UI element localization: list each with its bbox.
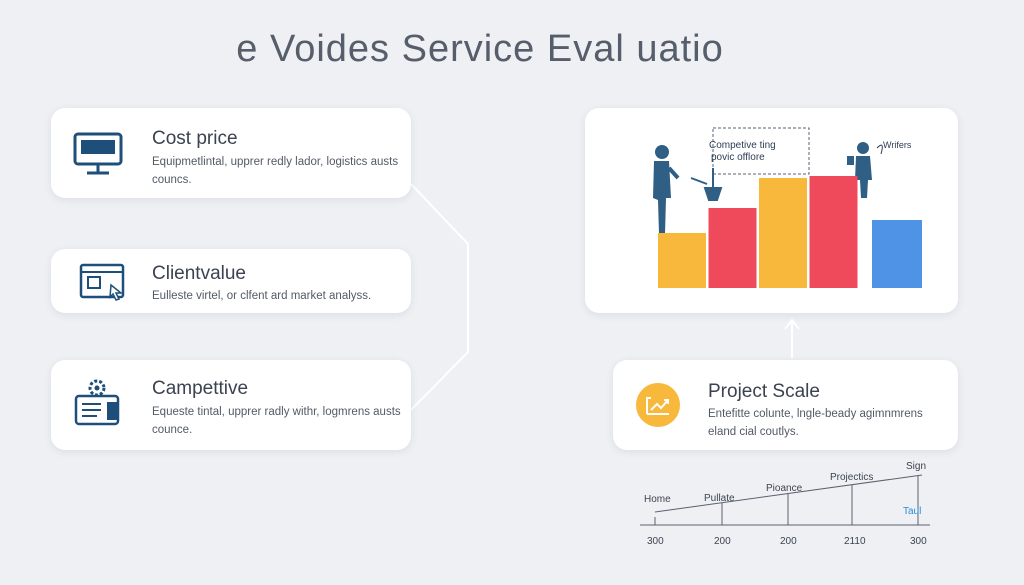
connector-cost-comp <box>410 183 469 411</box>
bar-chart: Competive ting povic offlore Wrifers <box>653 127 922 288</box>
chart-bar <box>759 178 807 288</box>
timeline-tick-label: 2110 <box>844 536 866 547</box>
timeline-label: Pullate <box>704 493 735 504</box>
project-scale-title: Project Scale <box>708 381 820 402</box>
gear-document-icon <box>73 378 127 433</box>
monitor-icon <box>73 132 125 181</box>
chart-bar <box>708 208 757 288</box>
client-value-card: Clientvalue Eulleste virtel, or clfent a… <box>51 249 411 313</box>
client-value-desc: Eulleste virtel, or clfent ard market an… <box>152 290 372 302</box>
competitive-desc: Equeste tintal, upprer radly withr, logm… <box>152 406 401 436</box>
scale-chart-icon <box>635 382 681 433</box>
bars-group <box>658 176 922 288</box>
chart-bar <box>809 176 858 288</box>
chart-bar <box>872 220 922 288</box>
client-value-title: Clientvalue <box>152 263 246 284</box>
cost-price-card: Cost price Equipmetlintal, upprer redly … <box>51 108 411 198</box>
timeline-label: Sign <box>906 461 926 472</box>
project-scale-desc: Entefitte colunte, lngle-bеady agimnmren… <box>708 408 923 438</box>
timeline-label: Home <box>644 494 671 505</box>
timeline-end-label: Taul <box>903 506 921 517</box>
timeline-tick-label: 200 <box>714 536 731 547</box>
browser-cursor-icon <box>79 263 127 306</box>
timeline-tick-label: 300 <box>910 536 927 547</box>
project-scale-card: Project Scale Entefitte colunte, lngle-b… <box>613 360 958 450</box>
timeline-tick-label: 200 <box>780 536 797 547</box>
competitive-card: Campettive Equeste tintal, upprer radly … <box>51 360 411 450</box>
timeline-label: Projectics <box>830 472 873 483</box>
callout-left-line1: Competive ting <box>709 140 776 151</box>
cost-price-title: Cost price <box>152 128 238 149</box>
chart-card: Competive ting povic offlore Wrifers <box>585 108 958 313</box>
callout-box <box>712 127 810 175</box>
cost-price-desc: Equipmetlintal, upprer redly lador, logi… <box>152 156 399 186</box>
callout-left-text: Competive ting povic offlore <box>709 140 776 163</box>
timeline-slope <box>654 474 923 513</box>
person-left-icon <box>653 145 680 234</box>
easel-icon <box>690 168 723 201</box>
connector-arrow-head <box>784 318 800 330</box>
page-title: e Voides Service Eval uatio <box>236 28 724 70</box>
person-right-icon <box>847 142 872 198</box>
callout-left-line2: povic offlore <box>711 152 765 163</box>
callout-right-arrow <box>876 144 883 155</box>
competitive-title: Campettive <box>152 378 249 399</box>
timeline-label: Pioance <box>766 483 803 494</box>
chart-bar <box>658 233 706 288</box>
callout-right-text: Wrifers <box>883 140 912 150</box>
timeline-tick-label: 300 <box>647 536 664 547</box>
